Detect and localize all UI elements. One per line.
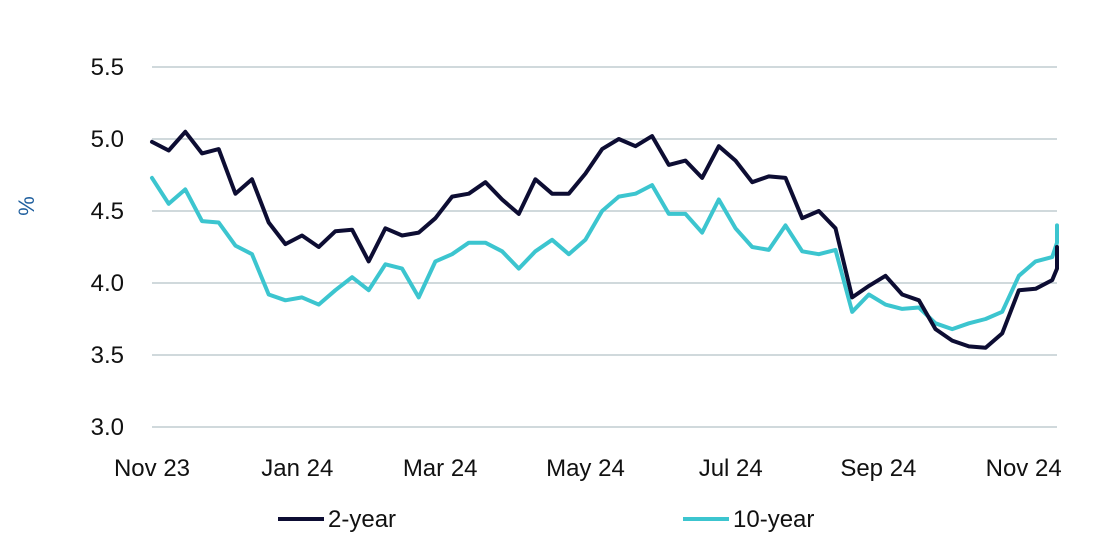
x-tick-label: Mar 24 <box>403 455 478 482</box>
series-lines <box>150 129 1059 350</box>
x-tick-label: Sep 24 <box>840 455 916 482</box>
y-tick-label: 3.0 <box>91 414 124 441</box>
y-axis-label: % <box>14 196 39 216</box>
legend-label-10-year: 10-year <box>733 506 814 533</box>
x-tick-labels: Nov 23 Jan 24 Mar 24 May 24 Jul 24 Sep 24 Nov … <box>114 455 1062 482</box>
y-tick-labels: 3.0 3.5 4.0 4.5 5.0 5.5 <box>91 54 124 441</box>
legend: 2-year 10-year <box>278 506 814 533</box>
series-line-10-year <box>150 175 1059 332</box>
x-tick-label: Jan 24 <box>261 455 333 482</box>
x-tick-label: Jul 24 <box>699 455 763 482</box>
y-tick-label: 3.5 <box>91 342 124 369</box>
y-tick-label: 4.0 <box>91 270 124 297</box>
series-line-2-year <box>150 129 1059 350</box>
gridlines <box>152 66 1057 428</box>
x-tick-label: May 24 <box>546 455 625 482</box>
y-tick-label: 5.0 <box>91 126 124 153</box>
y-tick-label: 5.5 <box>91 54 124 81</box>
x-tick-label: Nov 23 <box>114 455 190 482</box>
legend-label-2-year: 2-year <box>328 506 396 533</box>
y-tick-label: 4.5 <box>91 198 124 225</box>
x-tick-label: Nov 24 <box>986 455 1062 482</box>
